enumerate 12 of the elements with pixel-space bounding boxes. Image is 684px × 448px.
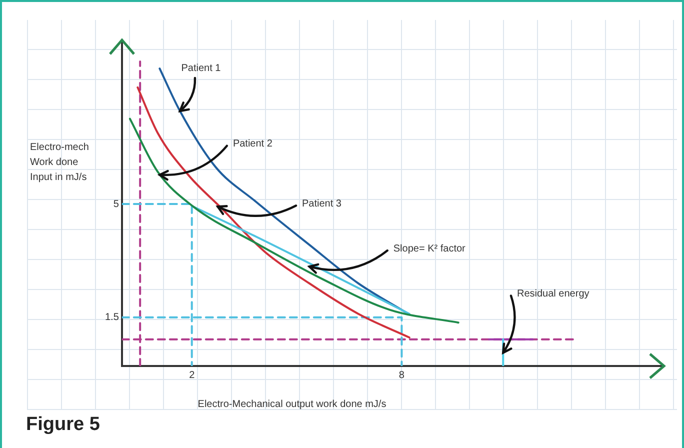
x-tick-label: 2 <box>189 370 196 381</box>
y-tick-label: 5 <box>113 198 120 210</box>
annotation: Patient 1 <box>181 62 222 74</box>
text: Figure 5 <box>26 414 100 436</box>
x-axis-title: Electro-Mechanical output work done mJ/s <box>196 399 388 410</box>
y-axis-title: Electro-mech Work done Input in mJ/s <box>30 141 89 185</box>
y-tick-label: 1.5 <box>104 312 120 324</box>
x-tick-label: 8 <box>398 370 405 381</box>
annotation: Patient 3 <box>302 198 342 210</box>
annotation: Residual energy <box>516 288 590 300</box>
annotation: Patient 2 <box>232 138 273 150</box>
annotation: Slope= K² factor <box>393 243 466 254</box>
